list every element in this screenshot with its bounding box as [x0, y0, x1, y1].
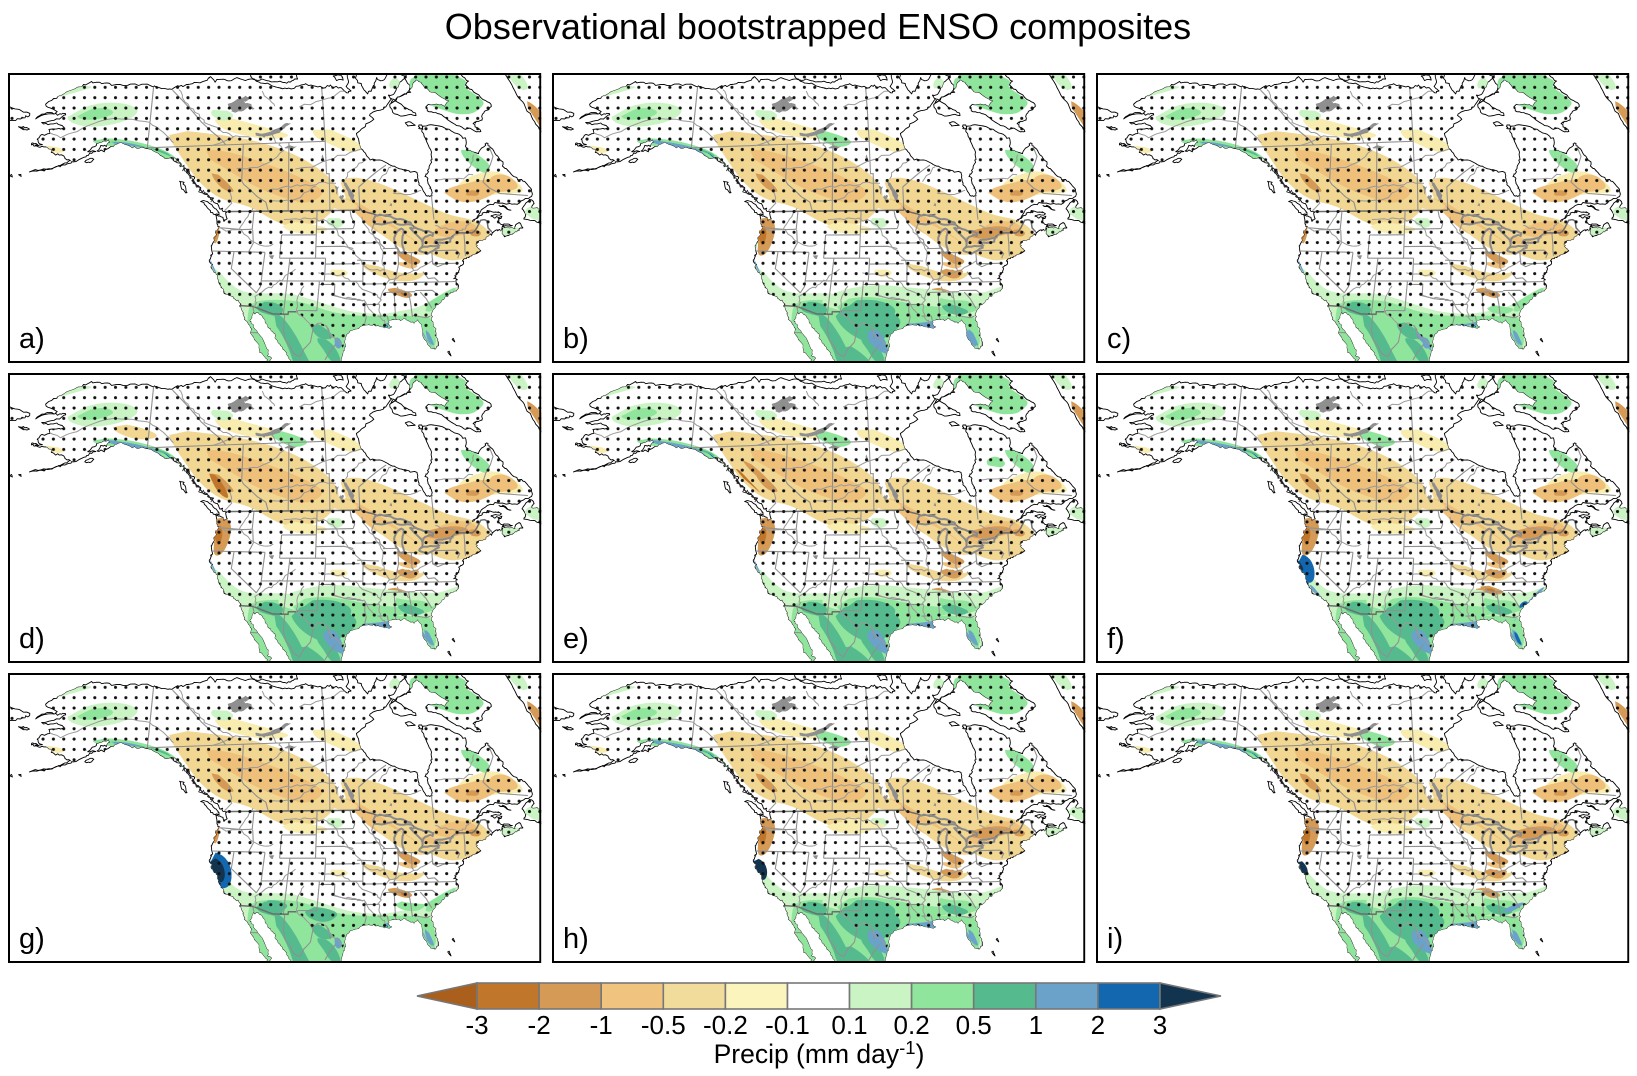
svg-text:f): f) — [1107, 623, 1125, 655]
svg-text:-0.2: -0.2 — [703, 1010, 748, 1040]
svg-text:b): b) — [563, 323, 589, 355]
svg-text:Precip (mm day-1): Precip (mm day-1) — [714, 1037, 925, 1069]
svg-text:Observational bootstrapped ENS: Observational bootstrapped ENSO composit… — [445, 6, 1191, 47]
svg-text:-3: -3 — [465, 1010, 488, 1040]
svg-text:3: 3 — [1153, 1010, 1167, 1040]
svg-text:a): a) — [19, 323, 45, 355]
svg-text:0.5: 0.5 — [956, 1010, 992, 1040]
svg-text:d): d) — [19, 623, 45, 655]
svg-text:-1: -1 — [590, 1010, 613, 1040]
svg-text:1: 1 — [1029, 1010, 1043, 1040]
svg-text:c): c) — [1107, 323, 1131, 355]
svg-text:i): i) — [1107, 923, 1123, 955]
svg-text:h): h) — [563, 923, 589, 955]
svg-text:g): g) — [19, 923, 45, 955]
svg-text:-0.5: -0.5 — [641, 1010, 686, 1040]
svg-text:0.1: 0.1 — [831, 1010, 867, 1040]
svg-text:-2: -2 — [528, 1010, 551, 1040]
svg-text:e): e) — [563, 623, 589, 655]
svg-text:0.2: 0.2 — [894, 1010, 930, 1040]
svg-text:-0.1: -0.1 — [765, 1010, 810, 1040]
svg-text:2: 2 — [1091, 1010, 1105, 1040]
